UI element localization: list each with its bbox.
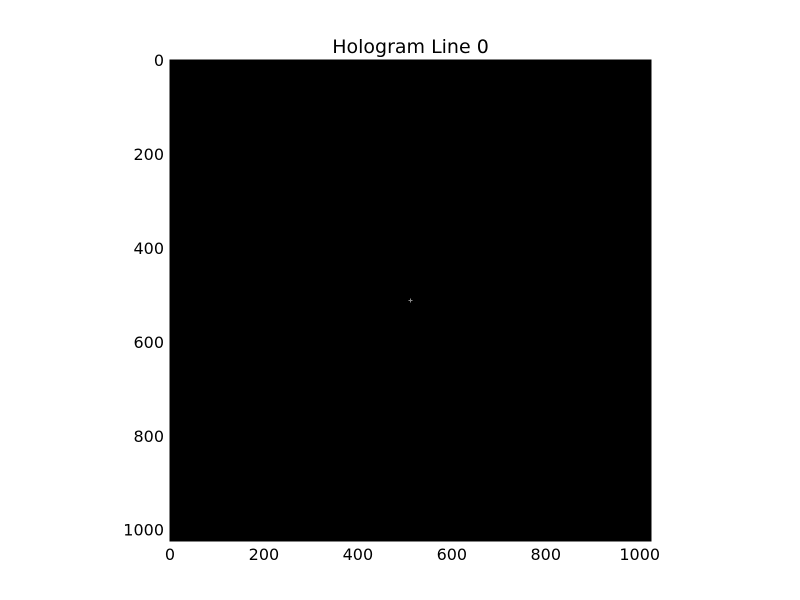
- x-tick-label: 800: [531, 545, 562, 564]
- y-tick-label: 600: [133, 333, 164, 352]
- y-axis: 0 200 400 600 800 1000: [123, 51, 651, 540]
- y-tick-label: 1000: [123, 521, 164, 540]
- chart-title: Hologram Line 0: [332, 36, 489, 58]
- x-tick-label: 200: [249, 545, 280, 564]
- x-tick-label: 1000: [619, 545, 660, 564]
- y-tick-label: 200: [133, 145, 164, 164]
- x-axis: 0 200 400 600 800 1000: [165, 60, 660, 564]
- y-tick-label: 400: [133, 239, 164, 258]
- plot-area: [169, 59, 652, 542]
- x-tick-label: 0: [165, 545, 175, 564]
- y-tick-label: 800: [133, 427, 164, 446]
- x-tick-label: 600: [437, 545, 468, 564]
- bright-point: [408, 298, 413, 303]
- y-tick-label: 0: [154, 51, 164, 70]
- bright-points-layer: [408, 298, 413, 303]
- plot-frame: [169, 59, 652, 542]
- x-tick-label: 400: [343, 545, 374, 564]
